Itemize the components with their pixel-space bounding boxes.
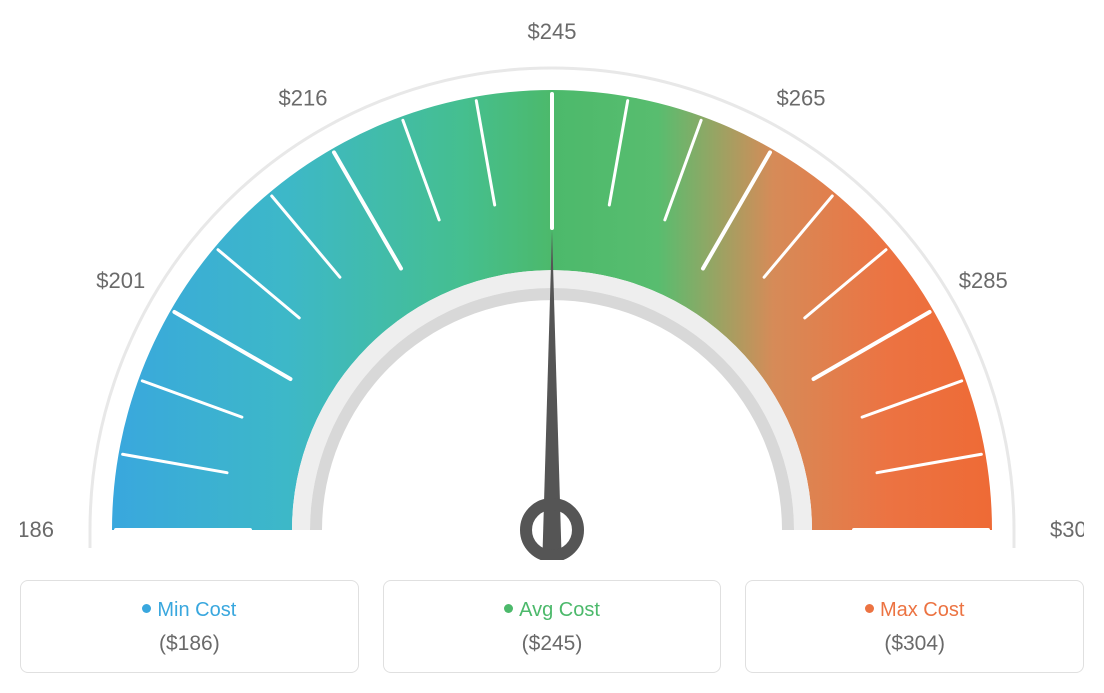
gauge-tick-label: $216 bbox=[279, 86, 328, 111]
dot-icon bbox=[865, 604, 874, 613]
gauge-tick-label: $245 bbox=[528, 20, 577, 44]
legend-value: ($304) bbox=[756, 632, 1073, 656]
legend-row: Min Cost ($186) Avg Cost ($245) Max Cost… bbox=[20, 580, 1084, 673]
gauge-tick-label: $285 bbox=[959, 268, 1008, 293]
gauge-tick-label: $304 bbox=[1050, 517, 1084, 542]
legend-value: ($245) bbox=[394, 632, 711, 656]
cost-gauge-chart: $186 $201 $216 $245 $265 $285 $304 bbox=[20, 20, 1084, 560]
legend-label: Max Cost bbox=[880, 599, 964, 621]
gauge-tick-label: $265 bbox=[777, 86, 826, 111]
legend-card-min: Min Cost ($186) bbox=[20, 580, 359, 673]
legend-title-avg: Avg Cost bbox=[394, 599, 711, 622]
legend-title-max: Max Cost bbox=[756, 599, 1073, 622]
legend-label: Min Cost bbox=[157, 599, 236, 621]
gauge-tick-label: $201 bbox=[96, 268, 145, 293]
legend-value: ($186) bbox=[31, 632, 348, 656]
gauge-svg: $186 $201 $216 $245 $265 $285 $304 bbox=[20, 20, 1084, 560]
dot-icon bbox=[142, 604, 151, 613]
dot-icon bbox=[504, 604, 513, 613]
legend-title-min: Min Cost bbox=[31, 599, 348, 622]
legend-card-avg: Avg Cost ($245) bbox=[383, 580, 722, 673]
legend-card-max: Max Cost ($304) bbox=[745, 580, 1084, 673]
legend-label: Avg Cost bbox=[519, 599, 600, 621]
gauge-tick-label: $186 bbox=[20, 517, 54, 542]
